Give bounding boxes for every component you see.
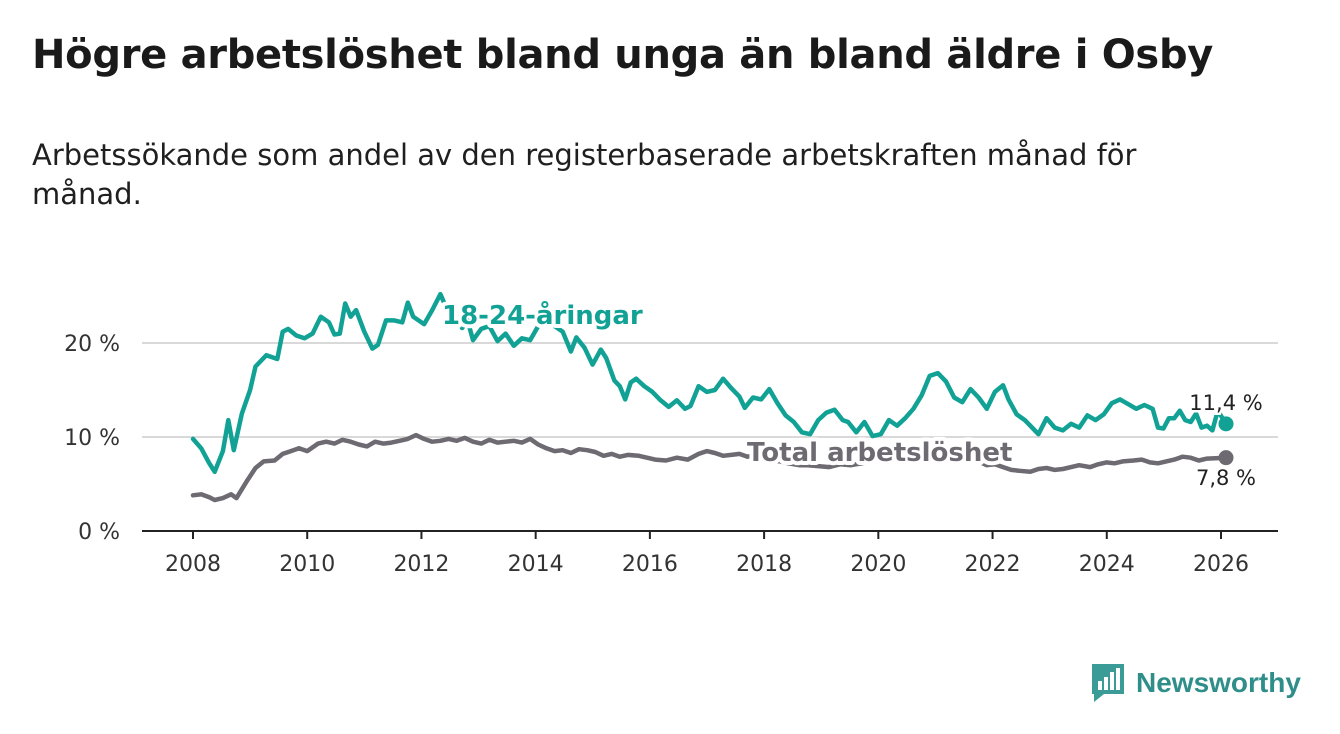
end-value-label: 11,4 % [1189,391,1262,415]
end-point-marker [1218,450,1234,466]
chart-title: Högre arbetslöshet bland unga än bland ä… [32,32,1214,78]
x-tick-label: 2010 [279,552,335,577]
end-value-label: 7,8 % [1196,466,1256,490]
series-label-total: Total arbetslöshet [747,438,1012,468]
x-tick-label: 2022 [965,552,1021,577]
series-lines [190,291,1234,503]
y-tick-label: 10 % [64,426,120,451]
x-tick-label: 2016 [622,552,678,577]
chart-subtitle: Arbetssökande som andel av den registerb… [32,138,1137,211]
end-point-marker [1218,416,1234,432]
series-line-youth [190,291,1229,475]
data-labels: 18-24-åringar Total arbetslöshet 11,4 % 7,8… [438,295,1265,493]
x-tick-label: 2014 [508,552,564,577]
grid-lines [142,342,1278,438]
brand-name: Newsworthy [1136,667,1301,698]
y-tick-label: 20 % [64,332,120,357]
x-tick-label: 2026 [1193,552,1249,577]
axes: 0 % 10 % 20 % 2008 2010 2012 2014 2016 2018 2020 2… [64,332,1278,577]
series-label-youth: 18-24-åringar [442,299,643,331]
x-tick-label: 2020 [850,552,906,577]
x-tick-label: 2018 [736,552,792,577]
x-tick-label: 2012 [393,552,449,577]
x-tick-label: 2024 [1079,552,1135,577]
series-line-total [190,432,1229,503]
newsworthy-logo-icon [1092,664,1124,702]
x-tick-label: 2008 [165,552,221,577]
y-tick-label: 0 % [78,520,120,545]
newsworthy-brand[interactable]: Newsworthy [1090,662,1301,704]
